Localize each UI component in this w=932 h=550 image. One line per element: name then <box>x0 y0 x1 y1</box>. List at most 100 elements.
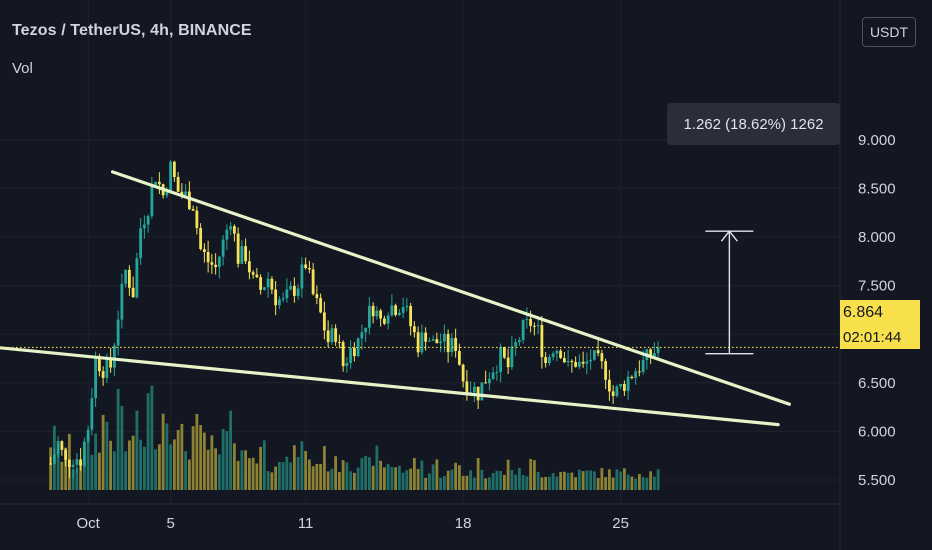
candle-body <box>289 285 293 290</box>
candle-body <box>386 315 390 324</box>
volume-indicator-label[interactable]: Vol <box>12 60 33 77</box>
volume-bar <box>604 477 608 490</box>
candle-countdown: 02:01:44 <box>840 325 920 349</box>
volume-bar <box>71 469 75 490</box>
volume-bar <box>536 471 540 490</box>
candle-body <box>90 398 94 430</box>
volume-bar <box>397 465 401 490</box>
candle-body <box>307 268 311 270</box>
candle-body <box>195 210 199 229</box>
volume-bar <box>360 457 364 490</box>
candle-body <box>304 264 308 269</box>
candle-body <box>427 340 431 342</box>
candle-body <box>285 289 289 299</box>
volume-bar <box>364 455 368 490</box>
candle-body <box>487 378 491 384</box>
candle-body <box>491 372 495 379</box>
candle-body <box>262 287 266 290</box>
candle-body <box>547 357 551 364</box>
candle-body <box>525 318 529 320</box>
volume-bar <box>532 460 536 490</box>
volume-bar <box>270 472 274 490</box>
candle-body <box>49 463 53 465</box>
volume-bar <box>656 469 660 490</box>
candle-body <box>566 360 570 363</box>
volume-bar <box>229 410 233 490</box>
candle-body <box>517 339 521 343</box>
candle-body <box>461 364 465 382</box>
volume-bar <box>622 468 626 490</box>
candle-body <box>180 191 184 195</box>
volume-bar <box>491 472 495 490</box>
volume-bar <box>330 468 334 490</box>
symbol-title[interactable]: Tezos / TetherUS, 4h, BINANCE <box>12 22 252 39</box>
candle-body <box>64 449 68 460</box>
volume-bar <box>499 471 503 490</box>
volume-bar <box>296 456 300 490</box>
volume-bar <box>540 477 544 490</box>
volume-bar <box>285 456 289 490</box>
volume-bar <box>142 446 146 490</box>
candle-body <box>634 371 638 378</box>
volume-bar <box>615 469 619 490</box>
candle-body <box>405 305 409 308</box>
volume-bar <box>240 450 244 490</box>
volume-bar <box>611 477 615 490</box>
volume-bar <box>349 471 353 490</box>
candle-body <box>109 357 113 368</box>
currency-button[interactable]: USDT <box>862 17 916 47</box>
candle-body <box>191 209 195 211</box>
volume-bar <box>495 470 499 490</box>
volume-bar <box>281 462 285 490</box>
candle-body <box>619 384 623 387</box>
candle-body <box>60 441 64 450</box>
candle-body <box>532 325 536 327</box>
volume-bar <box>356 467 360 490</box>
volume-bar <box>206 449 210 490</box>
candle-body <box>169 161 173 191</box>
candle-body <box>630 376 634 378</box>
candle-body <box>581 361 585 364</box>
candle-body <box>574 361 578 367</box>
volume-bar <box>94 433 98 490</box>
volume-bar <box>487 477 491 490</box>
volume-bar <box>255 463 259 490</box>
volume-bar <box>120 405 124 490</box>
volume-bar <box>570 472 574 490</box>
candle-body <box>236 233 240 264</box>
volume-bar <box>64 447 68 490</box>
candle-body <box>105 357 109 378</box>
volume-bar <box>154 449 158 490</box>
volume-bar <box>334 456 338 490</box>
candle-body <box>652 353 656 358</box>
volume-bar <box>236 460 240 490</box>
volume-bar <box>195 413 199 490</box>
candle-body <box>622 384 626 391</box>
candle-body <box>187 191 191 210</box>
candle-body <box>184 191 188 195</box>
candle-body <box>431 339 435 341</box>
volume-bar <box>401 472 405 490</box>
price-axis-tick: 7.500 <box>858 278 896 295</box>
candle-body <box>120 283 124 320</box>
volume-bar <box>116 389 120 490</box>
candle-body <box>210 262 214 265</box>
candle-body <box>157 181 161 185</box>
candle-body <box>229 226 233 230</box>
candle-body <box>214 264 218 268</box>
candle-body <box>379 310 383 319</box>
candle-body <box>251 272 255 275</box>
volume-bar <box>217 454 221 490</box>
volume-bar <box>49 447 53 490</box>
measure-label: 1.262 (18.62%) 1262 <box>667 103 840 145</box>
volume-bar <box>525 476 529 490</box>
candle-body <box>322 312 326 331</box>
volume-bar <box>101 414 105 490</box>
candle-body <box>139 228 143 259</box>
last-price-tag: 6.864 <box>840 300 920 325</box>
candle-body <box>56 441 60 455</box>
candle-body <box>232 226 236 234</box>
volume-bar <box>266 471 270 490</box>
volume-bar <box>139 439 143 490</box>
